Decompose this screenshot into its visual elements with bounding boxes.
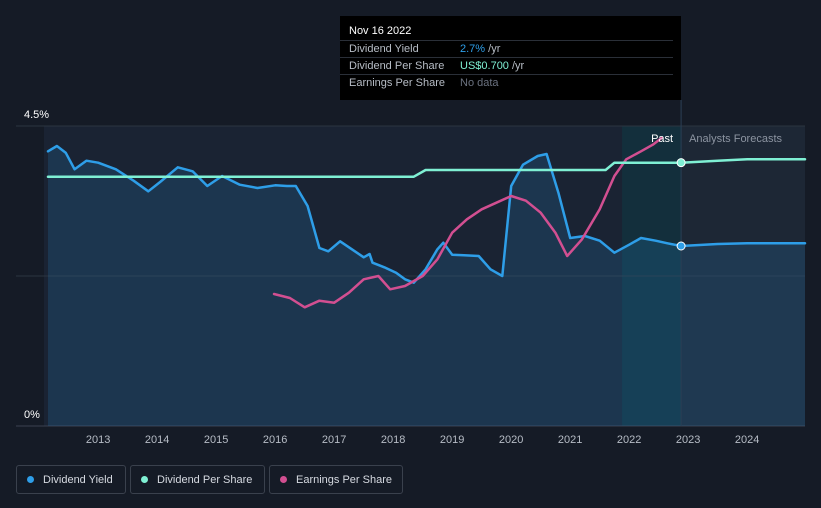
x-tick-label: 2018 [381,434,405,446]
x-tick-label: 2014 [145,434,169,446]
gridlines [16,125,805,427]
tooltip-row-dividend-yield: Dividend Yield 2.7% /yr [340,40,673,58]
x-tick-label: 2013 [86,434,110,446]
x-tick-label: 2022 [617,434,641,446]
dividend-per-share-dot-icon [141,476,148,483]
legend-item-earnings-per-share[interactable]: Earnings Per Share [269,465,403,494]
dividend-per-share-line [46,158,807,178]
x-tick-label: 2015 [204,434,228,446]
tooltip-value: US$0.700 /yr [460,60,524,72]
y-tick-label: 4.5% [24,109,49,121]
y-tick-label: 0% [24,409,40,421]
tooltip-unit: /yr [508,60,525,72]
tooltip-label: Dividend Per Share [349,60,445,72]
legend-item-dividend-per-share[interactable]: Dividend Per Share [130,465,265,494]
tooltip-row-earnings-per-share: Earnings Per Share No data [340,74,673,92]
tooltip-value-number: US$0.700 [460,60,509,72]
past-label: Past [651,133,673,145]
x-tick-label: 2017 [322,434,346,446]
x-tick-label: 2024 [735,434,759,446]
x-tick-label: 2021 [558,434,582,446]
legend-label: Dividend Yield [43,473,113,486]
y-axis: 4.5% 0% [24,109,49,421]
markers [676,158,686,251]
dividend-per-share-marker [676,158,686,168]
series-layer [46,136,807,426]
x-tick-label: 2023 [676,434,700,446]
tooltip-date: Nov 16 2022 [349,25,412,37]
tooltip: Nov 16 2022 Dividend Yield 2.7% /yr Divi… [340,16,681,100]
dividend-yield-line [46,144,807,284]
x-tick-label: 2019 [440,434,464,446]
legend-label: Earnings Per Share [296,473,392,486]
tooltip-value: 2.7% /yr [460,43,500,55]
x-tick-label: 2016 [263,434,287,446]
tooltip-value-number: 2.7% [460,43,486,55]
dividend-yield-area [48,146,805,426]
earnings-per-share-dot-icon [280,476,287,483]
tooltip-label: Earnings Per Share [349,77,445,89]
dividend-yield-dot-icon [27,476,34,483]
tooltip-label: Dividend Yield [349,43,419,55]
x-tick-label: 2020 [499,434,523,446]
tooltip-row-dividend-per-share: Dividend Per Share US$0.700 /yr [340,57,673,75]
x-axis: 2013 2014 2015 2016 2017 2018 2019 2020 2021 2022… [86,434,760,446]
forecast-label: Analysts Forecasts [689,133,782,145]
dividend-yield-marker [676,241,686,251]
tooltip-unit: /yr [485,43,501,55]
tooltip-value-number: No data [460,77,499,89]
legend-label: Dividend Per Share [157,473,253,486]
legend-item-dividend-yield[interactable]: Dividend Yield [16,465,126,494]
earnings-per-share-line [272,136,663,309]
tooltip-value: No data [460,77,499,89]
